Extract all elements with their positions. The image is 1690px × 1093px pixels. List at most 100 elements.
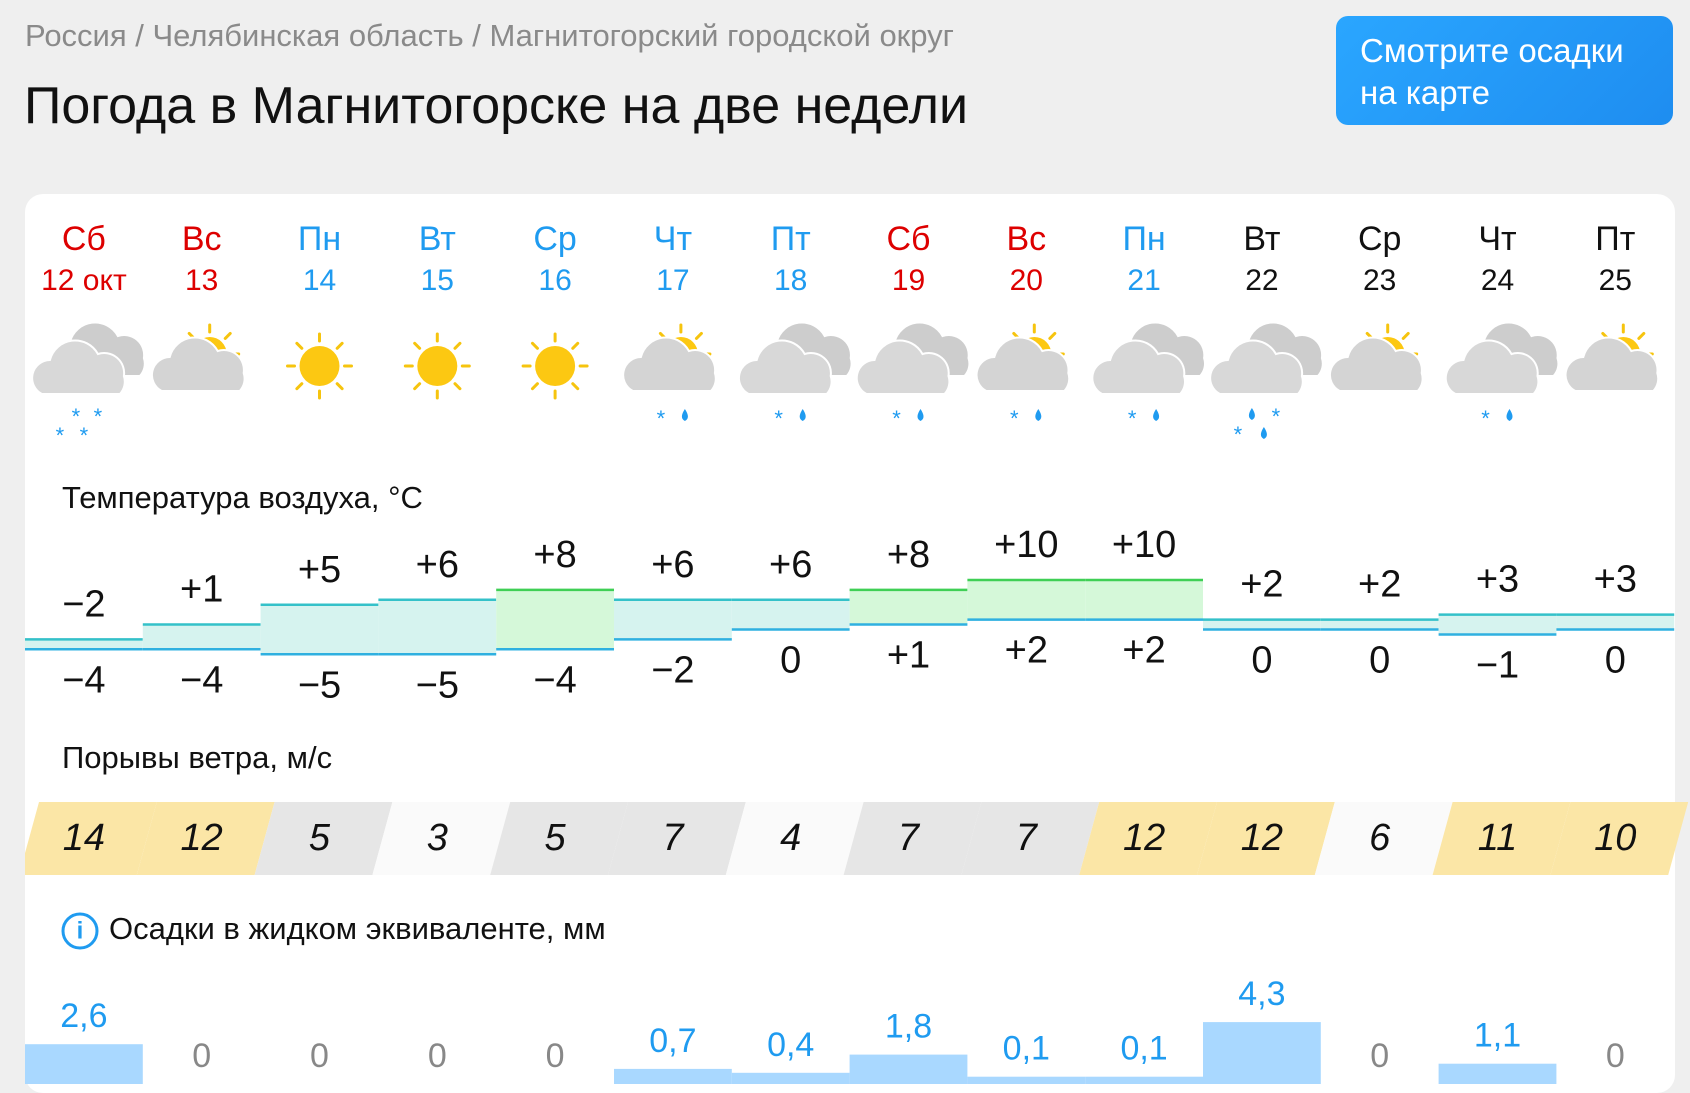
cloud xyxy=(150,336,246,392)
temp-min: +1 xyxy=(887,635,930,677)
snowflake: * xyxy=(892,406,901,431)
temp-max: −2 xyxy=(62,583,105,625)
temperature-band xyxy=(614,599,732,640)
temperature-band xyxy=(25,639,143,650)
cloud xyxy=(737,339,833,395)
precipitation-value: 0,7 xyxy=(649,1022,696,1060)
temp-min: 0 xyxy=(1251,640,1272,682)
precipitation-value: 4,3 xyxy=(1238,975,1285,1013)
info-icon xyxy=(61,912,99,950)
weather-icon xyxy=(1328,323,1424,392)
wind-cell xyxy=(725,802,864,875)
temp-max: +3 xyxy=(1476,559,1519,601)
precipitation-value: 1,1 xyxy=(1474,1017,1521,1055)
precipitation-bar xyxy=(967,1076,1086,1084)
temperature-band xyxy=(378,599,497,655)
weather-icon: * xyxy=(975,323,1071,431)
wind-value: 10 xyxy=(1594,817,1636,859)
cloud xyxy=(1209,339,1304,395)
breadcrumb[interactable]: Россия / Челябинская область / Магнитого… xyxy=(25,18,954,53)
wind-cell xyxy=(608,802,746,875)
raindrop xyxy=(681,409,688,421)
raindrop xyxy=(1248,408,1255,420)
snowflake: * xyxy=(657,406,666,431)
wind-cell xyxy=(372,802,511,875)
map-button[interactable]: Смотрите осадки на карте xyxy=(1336,16,1673,125)
date: 13 xyxy=(185,264,218,297)
wind-value: 7 xyxy=(662,817,685,859)
sun-ray xyxy=(571,341,580,350)
wind-value: 6 xyxy=(1369,817,1391,859)
precipitation-value: 0 xyxy=(310,1037,329,1075)
snowflake: * xyxy=(1272,404,1281,429)
temp-max: +2 xyxy=(1358,564,1401,606)
weather-icon xyxy=(1564,323,1660,392)
snowflake: * xyxy=(1010,406,1019,431)
weekday: Ср xyxy=(1358,220,1401,258)
wind-cell xyxy=(961,802,1100,875)
cloud xyxy=(1091,339,1186,395)
weather-icon: * ** * xyxy=(31,321,146,448)
weekday: Чт xyxy=(654,220,692,258)
precipitation-value: 0 xyxy=(1606,1037,1625,1075)
precipitation-value: 0 xyxy=(546,1037,565,1075)
date: 24 xyxy=(1481,264,1514,297)
date: 12 окт xyxy=(41,264,127,297)
sun-ray xyxy=(530,341,539,350)
raindrop xyxy=(1506,409,1513,421)
date: 17 xyxy=(656,264,689,297)
page-title: Погода в Магнитогорске на две недели xyxy=(24,77,968,135)
snowflake: * xyxy=(80,423,89,448)
section-label: Осадки в жидком эквиваленте, мм xyxy=(109,911,606,946)
temperature-band xyxy=(1203,619,1321,630)
precipitation-bar xyxy=(849,1054,968,1084)
weekday: Вс xyxy=(182,220,222,258)
section-label: Температура воздуха, °C xyxy=(62,480,423,515)
precipitation-value: 2,6 xyxy=(60,997,107,1035)
sun-ray xyxy=(295,341,304,350)
date: 22 xyxy=(1245,264,1278,297)
wind-cell xyxy=(1079,802,1217,875)
precipitation-bar xyxy=(1438,1063,1557,1084)
weekday: Пн xyxy=(298,220,341,258)
wind-value: 14 xyxy=(63,817,105,859)
sun-ray xyxy=(335,382,344,391)
temp-min: 0 xyxy=(1605,640,1626,682)
temperature-band xyxy=(1438,614,1557,635)
temp-min: −4 xyxy=(62,659,105,701)
wind-cell xyxy=(490,802,628,875)
snowflake: * xyxy=(1128,406,1137,431)
sun-ray xyxy=(530,382,539,391)
weekday: Сб xyxy=(62,220,106,258)
precipitation-value: 0 xyxy=(1370,1037,1389,1075)
sun-ray xyxy=(413,382,422,391)
cloud xyxy=(855,339,951,395)
weather-icon xyxy=(521,332,589,400)
precipitation-bar xyxy=(25,1044,143,1084)
raindrop xyxy=(1260,427,1267,439)
temp-min: −4 xyxy=(180,659,223,701)
wind-cell xyxy=(254,802,393,875)
temp-min: 0 xyxy=(1369,640,1390,682)
date: 18 xyxy=(774,264,807,297)
cloud xyxy=(975,336,1071,392)
info-glyph: i xyxy=(77,917,84,944)
temperature-band xyxy=(496,589,614,650)
weekday: Вт xyxy=(1243,220,1280,258)
precipitation-value: 0 xyxy=(428,1037,447,1075)
temp-max: +1 xyxy=(180,569,223,611)
cloud xyxy=(622,336,717,392)
sun-ray xyxy=(694,331,703,340)
temp-max: +10 xyxy=(994,524,1058,566)
precipitation-bar xyxy=(731,1072,850,1084)
weather-icon: * xyxy=(1091,321,1206,431)
temp-min: −5 xyxy=(298,664,341,706)
weather-icon xyxy=(403,332,471,400)
cloud xyxy=(1564,336,1660,392)
temp-max: +8 xyxy=(533,534,576,576)
raindrop xyxy=(1153,409,1160,421)
weekday: Пт xyxy=(1595,220,1635,258)
wind-value: 5 xyxy=(545,817,567,859)
